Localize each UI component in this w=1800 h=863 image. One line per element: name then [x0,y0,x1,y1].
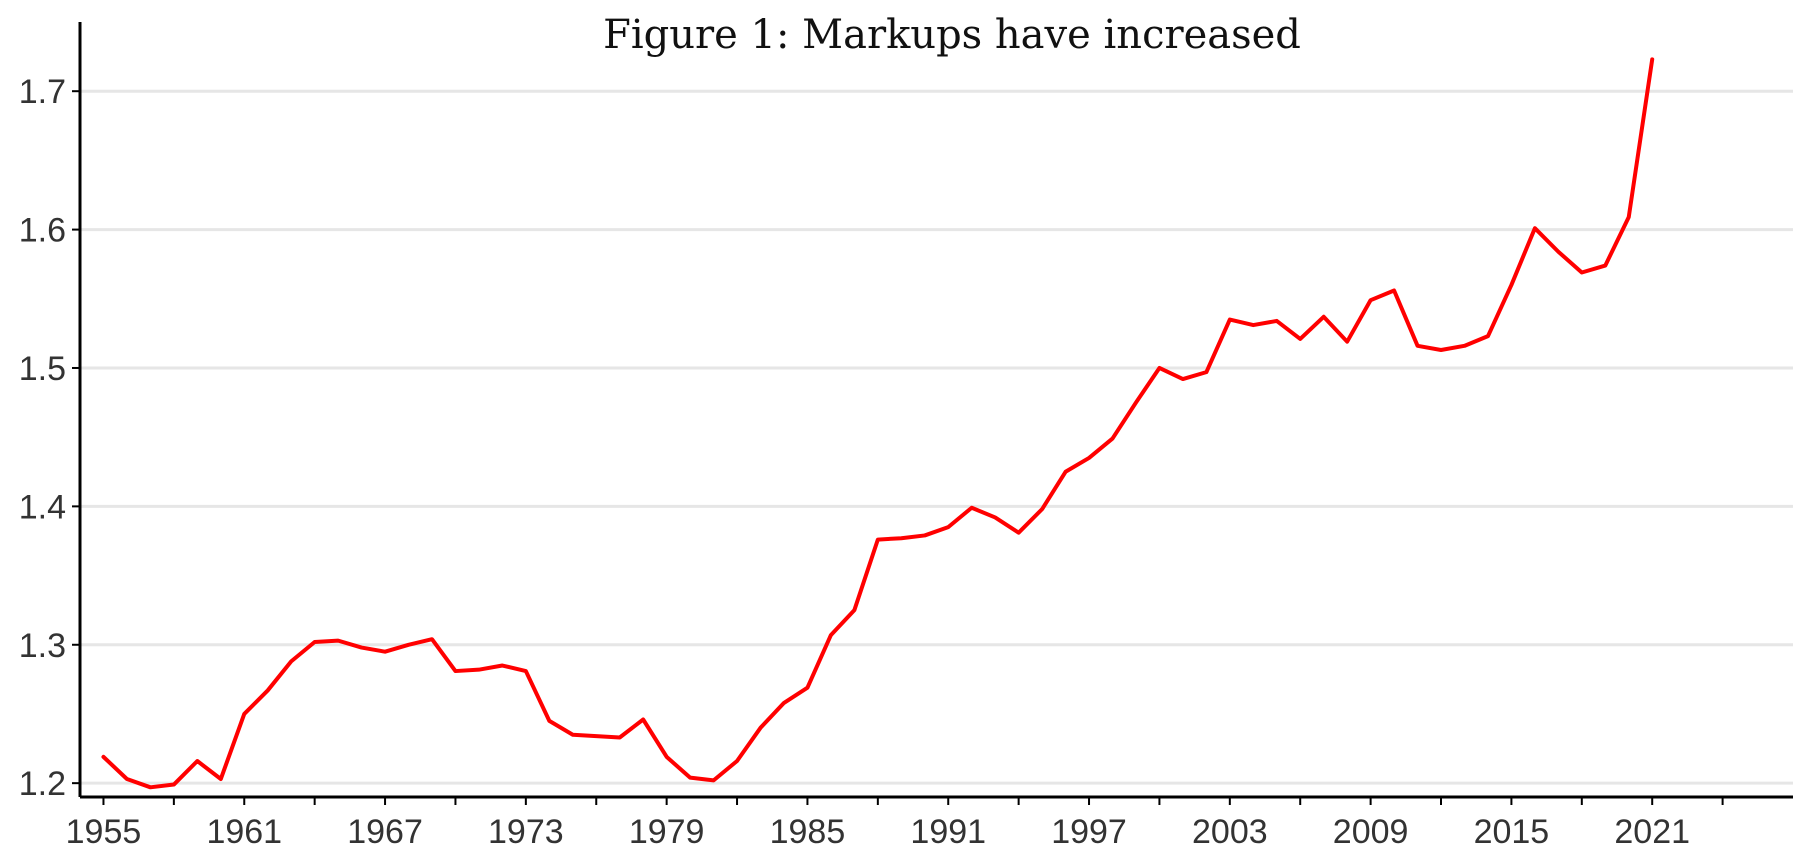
x-tick-label-4: 1979 [629,813,705,851]
x-tick-label-5: 1985 [770,813,846,851]
x-tick-label-2: 1967 [347,813,423,851]
y-tick-label-3: 1.5 [19,350,66,388]
x-tick-label-9: 2009 [1333,813,1409,851]
y-tick-label-4: 1.6 [19,212,66,250]
x-tick-label-8: 2003 [1192,813,1268,851]
x-tick-label-3: 1973 [488,813,564,851]
y-tick-label-0: 1.2 [19,765,66,803]
axes [78,22,1793,799]
series-layer [101,57,1655,790]
chart-title: Figure 1: Markups have increased [603,12,1301,58]
ticks: 1.2 1.3 1.4 1.5 1.6 1.7 1955 1961 1967 1973 1979 19… [19,73,1724,851]
x-tick-label-0: 1955 [66,813,142,851]
x-tick-label-1: 1961 [206,813,282,851]
series-line-0 [101,57,1655,790]
y-tick-label-1: 1.3 [19,627,66,665]
x-tick-label-11: 2021 [1614,813,1690,851]
x-tick-label-10: 2015 [1474,813,1550,851]
x-tick-label-7: 1997 [1051,813,1127,851]
y-tick-label-2: 1.4 [19,488,66,526]
gridlines [80,89,1793,785]
y-tick-label-5: 1.7 [19,73,66,111]
x-tick-label-6: 1991 [910,813,986,851]
